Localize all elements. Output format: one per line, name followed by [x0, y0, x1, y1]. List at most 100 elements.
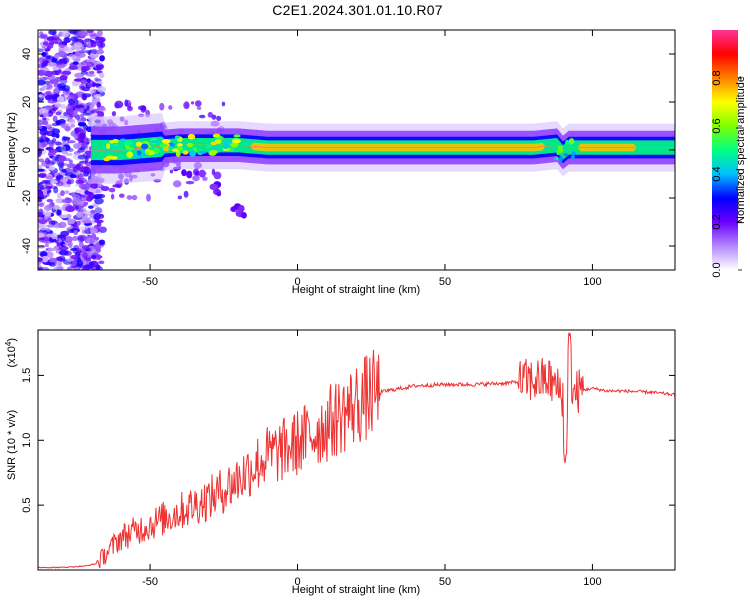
- branch-blob: [209, 183, 218, 191]
- noise-blob: [68, 118, 76, 125]
- colorbar-tick-label: 0.4: [711, 166, 723, 181]
- ridge-blob: [174, 135, 180, 140]
- ridge-blob: [557, 145, 564, 150]
- noise-blob: [183, 101, 190, 110]
- snr-series-line: [38, 332, 675, 569]
- noise-blob: [58, 155, 67, 162]
- noise-blob: [50, 220, 56, 226]
- ridge-blob: [214, 138, 222, 144]
- ridge-blob: [136, 150, 142, 156]
- noise-blob: [75, 164, 81, 170]
- noise-blob: [54, 40, 59, 45]
- ridge-blob: [554, 156, 559, 161]
- noise-blob: [77, 177, 87, 184]
- noise-blob: [114, 100, 124, 109]
- noise-blob: [202, 176, 208, 182]
- noise-blob: [93, 236, 100, 241]
- noise-blob: [71, 198, 81, 205]
- noise-blob: [52, 115, 58, 123]
- noise-blob: [90, 109, 95, 114]
- noise-blob: [60, 214, 68, 219]
- noise-blob: [74, 104, 85, 109]
- ridge-blob: [175, 150, 181, 158]
- noise-blob: [61, 169, 68, 173]
- noise-blob: [56, 176, 62, 181]
- noise-blob: [53, 54, 60, 59]
- noise-blob: [97, 38, 105, 44]
- noise-blob: [213, 171, 222, 180]
- noise-blob: [111, 111, 117, 117]
- noise-blob: [73, 109, 78, 115]
- noise-blob: [94, 77, 99, 82]
- noise-blob: [38, 183, 44, 191]
- chart-title: C2E1.2024.301.01.10.R07: [272, 2, 443, 18]
- noise-blob: [159, 102, 165, 111]
- spectrogram-y-tick-label: -20: [21, 190, 33, 206]
- noise-blob: [39, 236, 45, 241]
- ridge-blob: [176, 143, 183, 148]
- snr-x-label: Height of straight line (km): [292, 584, 420, 596]
- noise-blob: [94, 197, 104, 205]
- noise-blob: [90, 41, 97, 48]
- ridge-blob: [211, 146, 221, 151]
- noise-blob: [56, 96, 65, 103]
- noise-blob: [61, 30, 70, 38]
- noise-blob: [98, 107, 107, 112]
- noise-blob: [86, 73, 97, 77]
- noise-blob: [93, 213, 102, 220]
- noise-blob: [84, 82, 93, 89]
- noise-blob: [66, 163, 77, 169]
- ridge-blob: [208, 150, 217, 156]
- noise-blob: [90, 209, 96, 214]
- spectrogram-x-tick-label: 50: [439, 276, 451, 288]
- snr-x-ticks: -50 0 50 100: [142, 330, 602, 588]
- noise-blob: [81, 65, 90, 72]
- noise-blob: [44, 183, 54, 188]
- snr-y-tick-label: 0.5: [21, 497, 33, 512]
- ridge-blob: [119, 138, 127, 143]
- noise-blob: [46, 45, 51, 52]
- noise-blob: [44, 94, 53, 101]
- noise-blob: [91, 218, 96, 224]
- noise-blob: [177, 195, 183, 200]
- noise-blob: [51, 57, 58, 64]
- noise-blob: [77, 247, 83, 254]
- noise-blob: [127, 105, 133, 112]
- noise-blob: [48, 257, 57, 263]
- noise-blob: [54, 102, 62, 108]
- colorbar-label: Normalized spectral amplitude: [735, 76, 747, 224]
- noise-blob: [42, 84, 48, 90]
- noise-blob: [47, 62, 57, 67]
- noise-blob: [42, 41, 49, 46]
- noise-blob: [38, 266, 43, 270]
- spectrogram-marks: [38, 30, 675, 270]
- noise-blob: [38, 34, 48, 39]
- noise-blob: [79, 226, 89, 231]
- spectrogram-y-ticks: -40 -20 0 20 40: [21, 48, 675, 254]
- snr-x-tick-label: -50: [142, 576, 158, 588]
- noise-blob: [211, 168, 216, 176]
- noise-blob: [96, 101, 101, 108]
- noise-blob: [53, 266, 64, 270]
- ridge-blob: [126, 151, 134, 158]
- noise-blob: [57, 44, 67, 49]
- ridge-blob: [198, 150, 207, 154]
- noise-blob: [53, 222, 62, 229]
- ridge-blob: [176, 146, 184, 151]
- noise-blob: [80, 79, 87, 85]
- noise-blob: [41, 255, 49, 263]
- ridge-blob: [159, 143, 168, 148]
- colorbar-tick-label: 0.2: [711, 214, 723, 229]
- noise-blob: [74, 51, 81, 57]
- noise-blob: [93, 243, 99, 249]
- spectrogram-panel: -50 0 50 100 -40 -20 0 20 40 Height of straight…: [6, 29, 676, 296]
- noise-blob: [95, 254, 102, 260]
- ridge-blob: [111, 146, 120, 150]
- noise-blob: [46, 199, 54, 203]
- noise-blob: [77, 132, 86, 140]
- snr-x-tick-label: 50: [439, 576, 451, 588]
- noise-blob: [73, 142, 82, 150]
- noise-blob: [57, 161, 65, 168]
- noise-blob: [80, 197, 87, 201]
- noise-blob: [46, 233, 52, 238]
